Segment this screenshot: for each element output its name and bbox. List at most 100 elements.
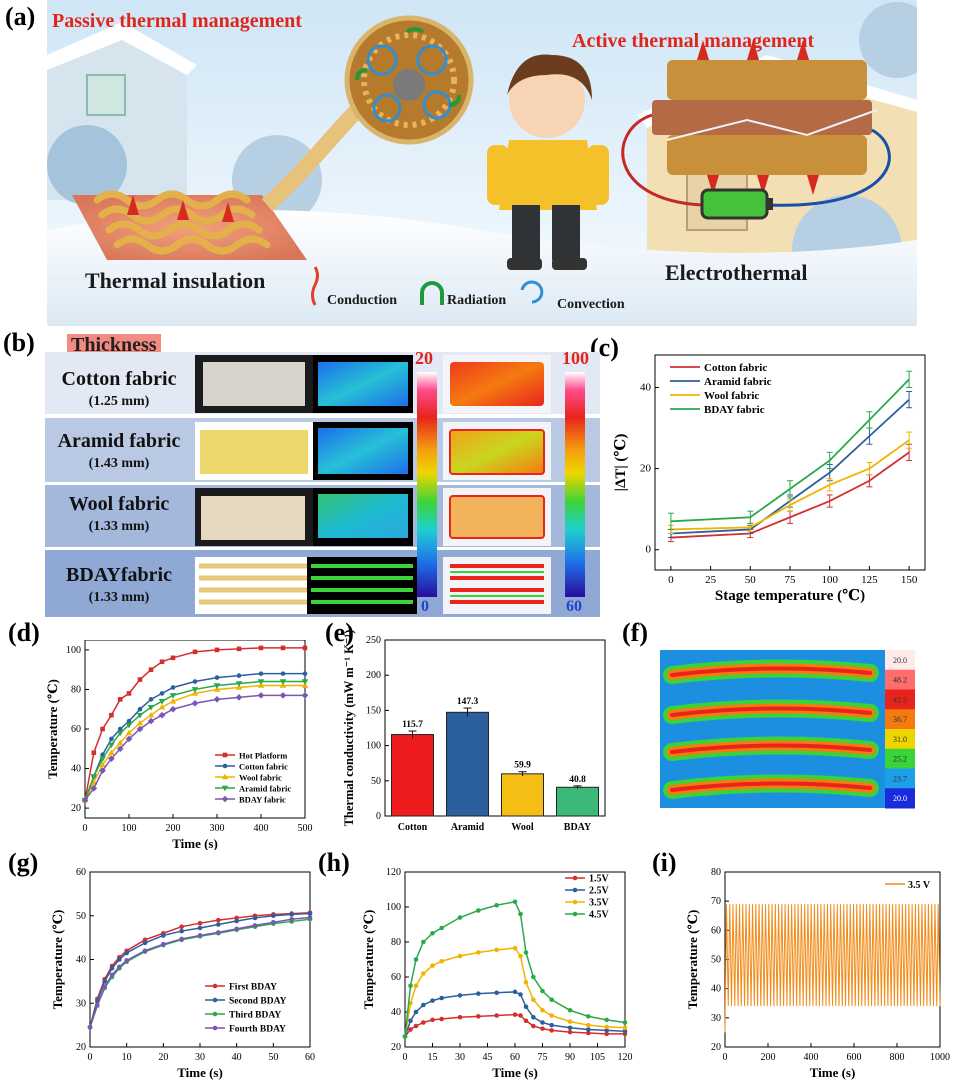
x-tick-label: 0 (83, 823, 88, 834)
data-point (518, 1013, 523, 1018)
fabric-name: Wool fabric (68, 493, 170, 515)
data-point (307, 911, 313, 916)
data-point (109, 736, 114, 742)
x-axis-label: Stage temperature (℃) (715, 588, 865, 604)
data-point (494, 1013, 499, 1018)
data-point (421, 939, 426, 945)
data-point (549, 1013, 554, 1018)
x-tick-label: 20 (158, 1052, 168, 1063)
legend-label: 1.5V (589, 874, 610, 885)
y-tick-label: 20 (640, 463, 652, 475)
legend-label: Fourth BDAY (229, 1025, 286, 1035)
panel-label-g: (g) (8, 848, 39, 877)
y-tick-label: 80 (391, 937, 401, 948)
category-label: Cotton (398, 822, 428, 833)
data-point (523, 979, 529, 985)
data-point (540, 988, 545, 994)
data-point (457, 1014, 463, 1020)
data-point (302, 645, 308, 651)
data-point (421, 1002, 426, 1008)
scale-label: 20.0 (893, 656, 907, 665)
data-point (540, 1026, 545, 1031)
y-axis-label: Thermal conductivity (mW m⁻¹ K⁻¹) (342, 630, 356, 826)
x-tick-label: 600 (847, 1052, 862, 1063)
data-point (170, 685, 176, 690)
series-line (670, 451, 910, 539)
data-point (216, 917, 221, 923)
data-point (221, 785, 229, 792)
y-tick-label: 20 (711, 1042, 721, 1053)
x-tick-label: 200 (166, 823, 181, 834)
data-point (212, 983, 218, 989)
y-tick-label: 250 (366, 635, 381, 646)
data-point (179, 936, 184, 942)
y-tick-label: 150 (366, 705, 381, 716)
scale-swatch (885, 768, 915, 789)
x-tick-label: 0 (668, 574, 674, 586)
data-point (235, 694, 243, 701)
convection-arrow-icon (520, 280, 544, 304)
data-point (518, 992, 523, 997)
data-point (235, 684, 243, 690)
x-tick-label: 105 (590, 1052, 605, 1063)
data-point (169, 693, 177, 699)
data-point (430, 963, 435, 968)
x-tick-label: 500 (298, 823, 313, 834)
fiber-hot (670, 781, 872, 792)
data-point (213, 683, 221, 689)
data-point (214, 647, 220, 653)
data-point (402, 1034, 408, 1039)
data-point (148, 667, 154, 672)
legend-label: Cotton fabric (239, 762, 288, 772)
x-tick-label: 125 (861, 574, 878, 586)
data-point (258, 645, 264, 651)
y-axis-label: Temperature (℃) (50, 910, 65, 1010)
y-tick-label: 50 (371, 776, 381, 787)
legend-label: Wool fabric (704, 390, 759, 402)
series-line (89, 916, 311, 1028)
fabric-thickness: (1.33 mm) (88, 519, 150, 534)
legend-label: Cotton fabric (704, 362, 767, 374)
data-point (234, 926, 239, 932)
data-point (257, 679, 265, 685)
chart-g-cycling: 0 10 20 30 40 50 60 20 30 40 50 60 Time (s) Temperatu… (50, 867, 315, 1080)
plot-frame (89, 871, 311, 1048)
scale2-min: 60 (566, 598, 582, 615)
data-point (142, 948, 148, 954)
data-point (125, 735, 133, 743)
data-point (301, 682, 309, 688)
data-point (222, 752, 228, 758)
data-point (192, 649, 198, 655)
x-tick-label: 300 (210, 823, 225, 834)
fabric-name: Aramid fabric (57, 430, 181, 452)
scale-swatch (885, 689, 915, 710)
active-title: Active thermal management (572, 30, 815, 52)
x-tick-label: 60 (510, 1052, 520, 1063)
data-point (234, 918, 239, 924)
data-point (221, 795, 229, 803)
data-point (476, 908, 481, 913)
data-point (109, 712, 114, 718)
y-tick-label: 100 (66, 645, 81, 656)
bar (446, 711, 489, 817)
data-point (301, 692, 309, 699)
data-point (512, 1012, 518, 1017)
y-axis-label: Temperature (℃) (45, 679, 60, 779)
panel-label-h: (h) (318, 848, 350, 877)
fiber-hot (670, 706, 872, 717)
panel-label-d: (d) (8, 618, 40, 647)
y-tick-label: 100 (386, 902, 401, 913)
data-point (213, 696, 221, 703)
data-point (257, 692, 265, 699)
data-point (197, 925, 203, 931)
data-point (117, 957, 122, 962)
colorbar-scale-2 (565, 372, 585, 597)
y-tick-label: 40 (711, 984, 721, 995)
scale-label: 31.0 (893, 735, 907, 744)
data-point (430, 1017, 435, 1023)
data-point (236, 673, 242, 678)
legend-radiation: Radiation (447, 293, 507, 308)
electrothermal-label: Electrothermal (665, 260, 808, 285)
panel-label-b: (b) (3, 328, 35, 357)
data-point (567, 1019, 573, 1024)
